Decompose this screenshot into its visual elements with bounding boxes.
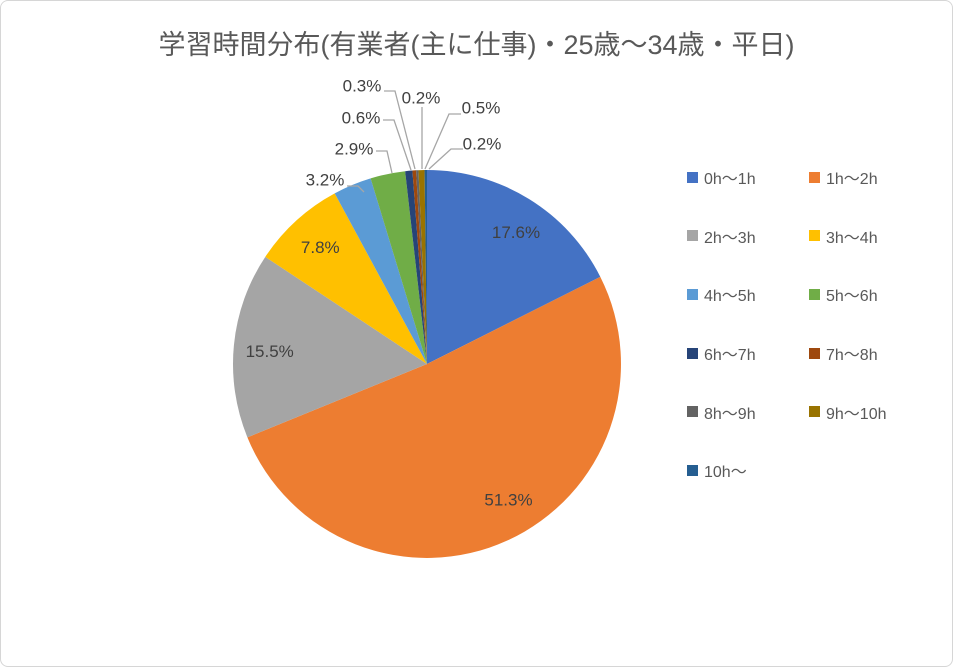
legend-swatch — [809, 230, 820, 242]
label-leader-line — [424, 113, 461, 170]
legend-label: 4h～5h — [704, 288, 756, 306]
legend-swatch — [809, 171, 820, 183]
legend-item-1[interactable]: 0h～1h — [687, 167, 809, 188]
data-label: 17.6% — [492, 223, 540, 242]
pie-slice-9[interactable] — [416, 170, 427, 364]
legend-item-4[interactable]: 3h～4h — [809, 226, 887, 247]
pie-slice-4[interactable] — [265, 193, 427, 364]
legend-label: 10h～ — [704, 464, 747, 482]
data-label: 3.2% — [306, 171, 345, 190]
data-label: 15.5% — [246, 342, 294, 361]
data-label: 0.5% — [462, 99, 501, 118]
legend-label: 2h～3h — [704, 229, 756, 247]
data-label: 51.3% — [484, 490, 532, 509]
pie-slice-2[interactable] — [247, 276, 621, 558]
pie-slice-8[interactable] — [412, 170, 427, 364]
legend-item-8[interactable]: 7h～8h — [809, 343, 887, 365]
data-label: 0.2% — [402, 89, 441, 108]
pie-slice-5[interactable] — [334, 178, 427, 364]
legend-swatch — [687, 171, 698, 183]
label-leader-line — [384, 90, 416, 170]
legend-swatch — [687, 288, 698, 300]
label-leader-line — [376, 150, 393, 174]
legend-item-7[interactable]: 6h～7h — [687, 343, 809, 365]
data-label: 0.2% — [463, 135, 502, 154]
legend-label: 9h～10h — [826, 405, 887, 423]
legend-swatch — [809, 406, 820, 418]
legend-label: 0h～1h — [704, 171, 756, 188]
data-label: 7.8% — [301, 238, 340, 257]
legend-label: 1h～2h — [826, 171, 878, 188]
data-label: 0.6% — [342, 109, 381, 128]
pie-slice-11[interactable] — [424, 170, 427, 364]
legend-swatch — [687, 347, 698, 359]
legend-swatch — [687, 230, 698, 242]
pie-slice-6[interactable] — [370, 171, 427, 364]
pie-slice-3[interactable] — [232, 256, 427, 438]
legend-swatch — [687, 464, 698, 476]
legend-item-10[interactable]: 9h～10h — [809, 402, 887, 423]
legend-item-9[interactable]: 8h～9h — [687, 402, 809, 423]
pie-slice-1[interactable] — [427, 170, 601, 364]
data-label: 0.3% — [343, 77, 382, 96]
legend-label: 7h～8h — [826, 347, 878, 365]
legend-item-2[interactable]: 1h～2h — [809, 167, 887, 188]
chart-title: 学習時間分布(有業者(主に仕事)・25歳～34歳・平日) — [158, 30, 795, 60]
legend-item-5[interactable]: 4h～5h — [687, 284, 809, 306]
legend-item-3[interactable]: 2h～3h — [687, 226, 809, 247]
legend-swatch — [809, 347, 820, 359]
legend-swatch — [687, 406, 698, 418]
data-label: 2.9% — [335, 140, 374, 159]
legend-item-11[interactable]: 10h～ — [687, 460, 809, 482]
legend-swatch — [809, 288, 820, 300]
legend-label: 8h～9h — [704, 405, 756, 423]
legend-label: 6h～7h — [704, 347, 756, 365]
legend-label: 3h～4h — [826, 229, 878, 247]
pie-slice-10[interactable] — [418, 170, 427, 364]
pie-slice-7[interactable] — [405, 170, 427, 364]
legend-item-6[interactable]: 5h～6h — [809, 284, 887, 306]
label-leader-line — [383, 119, 412, 171]
label-leader-line — [347, 185, 365, 193]
legend-label: 5h～6h — [826, 288, 878, 306]
label-leader-line — [428, 148, 463, 170]
legend: 0h～1h 1h～2h 2h～3h 3h～4h 4h～5h 5h～6h 6h～7h 7h～8h… — [687, 167, 887, 519]
